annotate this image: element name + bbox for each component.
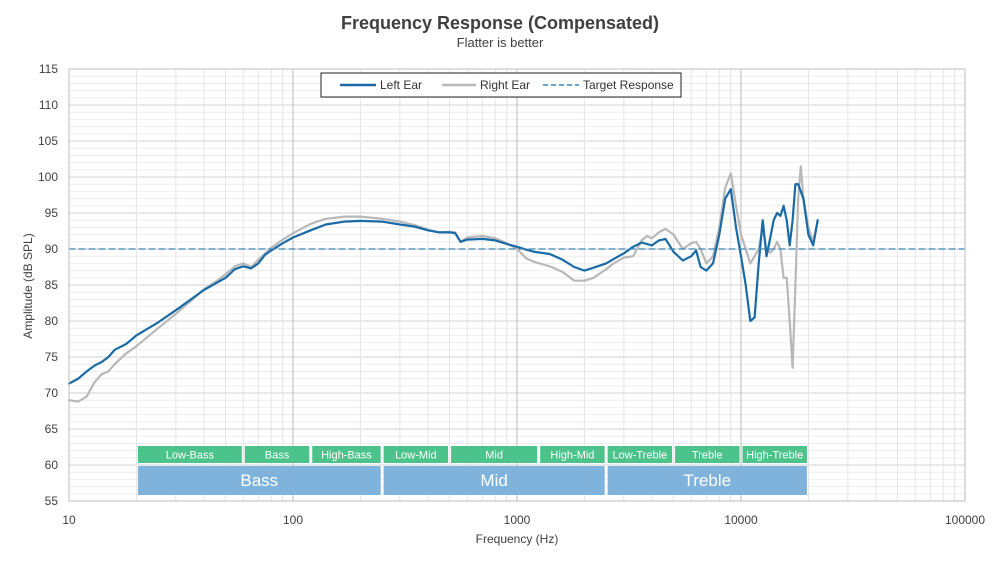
- band-mid: [451, 446, 538, 463]
- x-tick-label: 10: [62, 513, 76, 527]
- band-label: Low-Mid: [395, 450, 437, 462]
- band-high-bass: [312, 446, 381, 463]
- legend: Left Ear Right Ear Target Response: [320, 72, 682, 98]
- legend-label-left-ear: Left Ear: [380, 78, 422, 92]
- x-tick-label: 100: [283, 513, 303, 527]
- series-line-right-ear: [67, 165, 819, 403]
- series-line-left-ear: [67, 183, 819, 385]
- band-label: Bass: [265, 450, 290, 462]
- band-low-bass: [137, 446, 242, 463]
- band-high-treble: [742, 446, 807, 463]
- legend-label-right-ear: Right Ear: [480, 78, 530, 92]
- axes: 55 60 65 70 75 80 85 90 95 100 105 110 115 10 100 1000 1…: [38, 62, 985, 527]
- grid: [68, 68, 966, 502]
- y-tick-label: 65: [45, 422, 59, 436]
- band-label: High-Treble: [746, 450, 803, 462]
- y-tick-label: 85: [45, 278, 59, 292]
- group-label: Treble: [684, 471, 732, 490]
- group-bass: [137, 466, 381, 495]
- group-treble: [607, 466, 807, 495]
- band-label: High-Bass: [321, 450, 372, 462]
- x-tick-label: 100000: [945, 513, 985, 527]
- y-tick-label: 75: [45, 350, 59, 364]
- y-tick-label: 60: [45, 458, 59, 472]
- x-axis-label: Frequency (Hz): [476, 532, 559, 546]
- band-label: Low-Bass: [166, 450, 215, 462]
- band-label: Low-Treble: [613, 450, 668, 462]
- plot-border: [68, 68, 966, 502]
- band-bass: [244, 446, 310, 463]
- y-tick-label: 100: [38, 170, 58, 184]
- band-label: Treble: [692, 450, 723, 462]
- y-tick-label: 95: [45, 206, 59, 220]
- y-tick-label: 55: [45, 494, 59, 508]
- x-tick-label: 10000: [724, 513, 758, 527]
- legend-box: [320, 72, 682, 98]
- x-tick-label: 1000: [504, 513, 531, 527]
- y-tick-label: 70: [45, 386, 59, 400]
- y-tick-label: 105: [38, 134, 58, 148]
- y-axis-label: Amplitude (dB SPL): [21, 233, 35, 338]
- band-high-mid: [540, 446, 605, 463]
- chart-title: Frequency Response (Compensated): [341, 13, 659, 33]
- band-label: Mid: [485, 450, 503, 462]
- band-low-mid: [383, 446, 449, 463]
- y-tick-label: 80: [45, 314, 59, 328]
- group-mid: [383, 466, 605, 495]
- frequency-bands: Low-Bass Bass High-Bass Low-Mid Mid High-Mid L…: [137, 446, 807, 495]
- y-tick-label: 90: [45, 242, 59, 256]
- y-tick-label: 110: [39, 98, 58, 112]
- series-lines: [67, 165, 966, 403]
- y-tick-label: 115: [39, 62, 58, 76]
- legend-label-target-response: Target Response: [583, 78, 674, 92]
- band-treble: [675, 446, 740, 463]
- group-label: Mid: [480, 471, 507, 490]
- band-low-treble: [607, 446, 673, 463]
- band-label: High-Mid: [550, 450, 594, 462]
- group-label: Bass: [240, 471, 278, 490]
- chart-subtitle: Flatter is better: [457, 35, 544, 50]
